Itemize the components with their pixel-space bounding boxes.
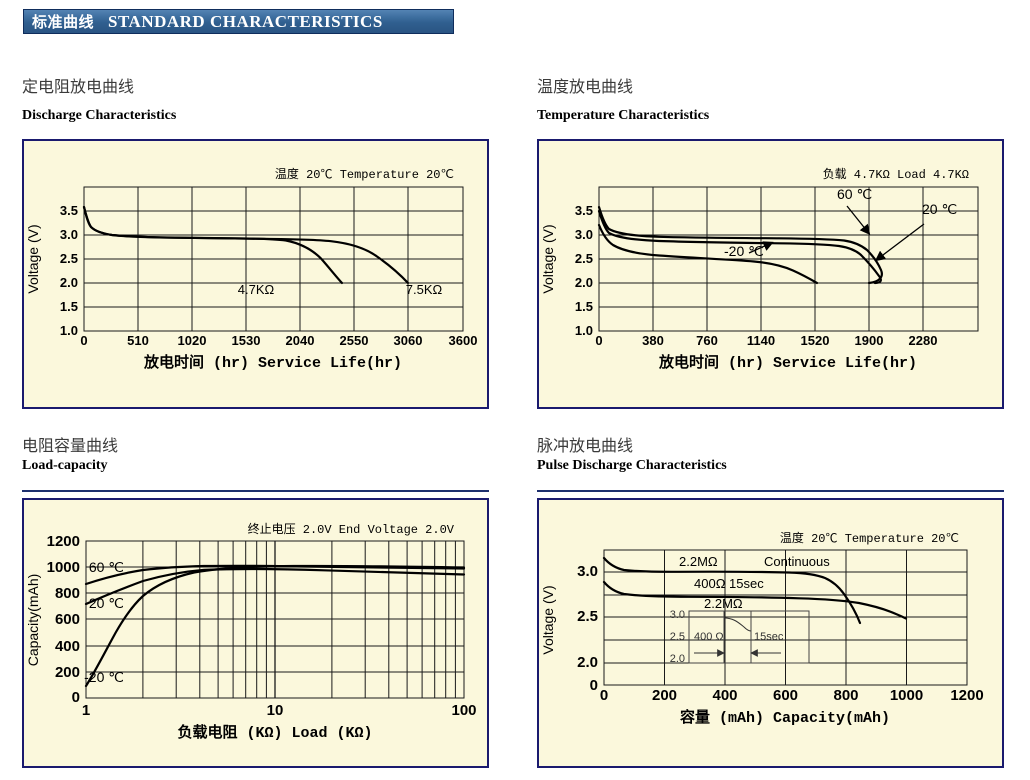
- svg-text:400 Ω: 400 Ω: [694, 631, 724, 643]
- svg-text:1: 1: [82, 702, 90, 719]
- svg-text:2550: 2550: [340, 333, 369, 348]
- svg-text:1520: 1520: [801, 333, 830, 348]
- svg-text:60 ℃: 60 ℃: [837, 186, 872, 202]
- svg-text:400Ω 15sec: 400Ω 15sec: [694, 576, 764, 591]
- svg-text:2.2MΩ: 2.2MΩ: [679, 554, 718, 569]
- svg-text:2.5: 2.5: [577, 608, 598, 625]
- svg-text:2.5: 2.5: [575, 251, 593, 266]
- svg-text:7.5KΩ: 7.5KΩ: [406, 282, 443, 297]
- svg-text:温度 20℃ Temperature 20℃: 温度 20℃ Temperature 20℃: [780, 530, 959, 546]
- svg-text:1.0: 1.0: [575, 323, 593, 338]
- svg-text:3.0: 3.0: [60, 227, 78, 242]
- svg-text:1000: 1000: [890, 687, 923, 704]
- svg-text:1140: 1140: [747, 333, 775, 348]
- svg-text:负载 4.7KΩ Load 4.7KΩ: 负载 4.7KΩ Load 4.7KΩ: [823, 167, 969, 182]
- svg-text:负载电阻 (KΩ) Load (KΩ): 负载电阻 (KΩ) Load (KΩ): [177, 723, 372, 742]
- svg-text:380: 380: [642, 333, 664, 348]
- svg-text:0: 0: [600, 687, 608, 704]
- svg-text:1000: 1000: [47, 559, 80, 576]
- svg-text:1200: 1200: [950, 687, 983, 704]
- svg-text:760: 760: [696, 333, 718, 348]
- svg-text:温度 20℃ Temperature 20℃: 温度 20℃ Temperature 20℃: [275, 166, 454, 182]
- svg-text:3.5: 3.5: [60, 203, 78, 218]
- svg-text:1020: 1020: [178, 333, 207, 348]
- svg-text:3600: 3600: [449, 333, 478, 348]
- svg-text:60 ℃: 60 ℃: [89, 559, 124, 575]
- svg-text:600: 600: [55, 611, 80, 628]
- svg-text:400: 400: [55, 638, 80, 655]
- svg-text:1.5: 1.5: [60, 299, 78, 314]
- svg-text:1530: 1530: [232, 333, 261, 348]
- svg-text:2.0: 2.0: [670, 653, 685, 665]
- svg-text:Voltage (V): Voltage (V): [25, 224, 41, 293]
- svg-text:200: 200: [55, 664, 80, 681]
- svg-text:1200: 1200: [47, 533, 80, 550]
- svg-text:15sec: 15sec: [754, 631, 784, 643]
- svg-text:容量 (mAh) Capacity(mAh): 容量 (mAh) Capacity(mAh): [679, 708, 890, 727]
- svg-text:放电时间 (hr) Service Life(hr): 放电时间 (hr) Service Life(hr): [143, 353, 402, 372]
- svg-text:2280: 2280: [909, 333, 938, 348]
- svg-text:2040: 2040: [286, 333, 315, 348]
- svg-text:0: 0: [80, 333, 87, 348]
- svg-text:800: 800: [55, 585, 80, 602]
- svg-text:2.5: 2.5: [670, 631, 685, 643]
- svg-text:800: 800: [833, 687, 858, 704]
- svg-text:终止电压 2.0V End Voltage 2.0V: 终止电压 2.0V End Voltage 2.0V: [248, 521, 455, 537]
- svg-text:4.7KΩ: 4.7KΩ: [238, 282, 275, 297]
- svg-text:2.0: 2.0: [577, 654, 598, 671]
- svg-text:1.5: 1.5: [575, 299, 593, 314]
- svg-text:0: 0: [595, 333, 602, 348]
- svg-text:600: 600: [773, 687, 798, 704]
- svg-text:2.0: 2.0: [60, 275, 78, 290]
- svg-text:0: 0: [72, 689, 80, 706]
- svg-text:20 ℃: 20 ℃: [89, 595, 124, 611]
- svg-text:100: 100: [451, 702, 476, 719]
- svg-text:1900: 1900: [855, 333, 884, 348]
- svg-text:Voltage (V): Voltage (V): [540, 224, 556, 293]
- svg-text:-20 ℃: -20 ℃: [724, 243, 764, 259]
- svg-text:400: 400: [712, 687, 737, 704]
- svg-text:Voltage (V): Voltage (V): [540, 585, 556, 654]
- svg-text:1.0: 1.0: [60, 323, 78, 338]
- svg-text:-20 ℃: -20 ℃: [84, 669, 124, 685]
- svg-text:3060: 3060: [394, 333, 423, 348]
- svg-text:2.2MΩ: 2.2MΩ: [704, 596, 743, 611]
- svg-text:2.5: 2.5: [60, 251, 78, 266]
- svg-text:3.0: 3.0: [575, 227, 593, 242]
- svg-text:Capacity(mAh): Capacity(mAh): [25, 574, 41, 667]
- svg-text:0: 0: [590, 677, 598, 694]
- svg-text:510: 510: [127, 333, 149, 348]
- svg-text:Continuous: Continuous: [764, 554, 830, 569]
- svg-text:3.5: 3.5: [575, 203, 593, 218]
- svg-text:200: 200: [652, 687, 677, 704]
- svg-text:10: 10: [267, 702, 284, 719]
- svg-text:2.0: 2.0: [575, 275, 593, 290]
- svg-text:20 ℃: 20 ℃: [922, 201, 957, 217]
- svg-text:放电时间 (hr) Service Life(hr): 放电时间 (hr) Service Life(hr): [658, 353, 917, 372]
- svg-text:3.0: 3.0: [577, 563, 598, 580]
- svg-text:3.0: 3.0: [670, 609, 685, 621]
